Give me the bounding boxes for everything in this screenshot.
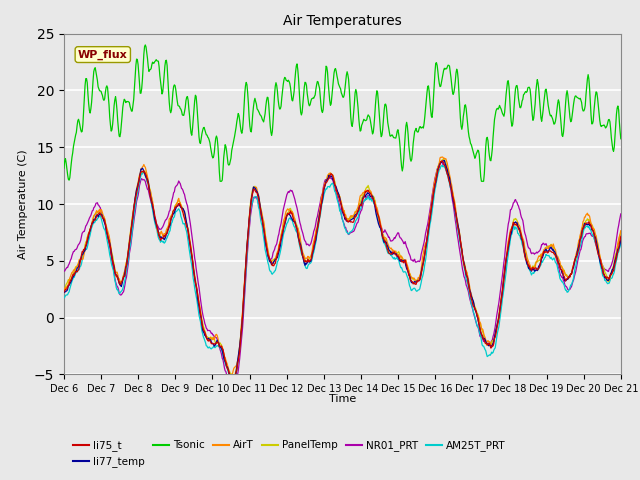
X-axis label: Time: Time xyxy=(329,394,356,404)
Title: Air Temperatures: Air Temperatures xyxy=(283,14,402,28)
Legend: li75_t, li77_temp, Tsonic, AirT, PanelTemp, NR01_PRT, AM25T_PRT: li75_t, li77_temp, Tsonic, AirT, PanelTe… xyxy=(69,436,509,471)
Y-axis label: Air Temperature (C): Air Temperature (C) xyxy=(19,149,28,259)
Text: WP_flux: WP_flux xyxy=(78,49,127,60)
